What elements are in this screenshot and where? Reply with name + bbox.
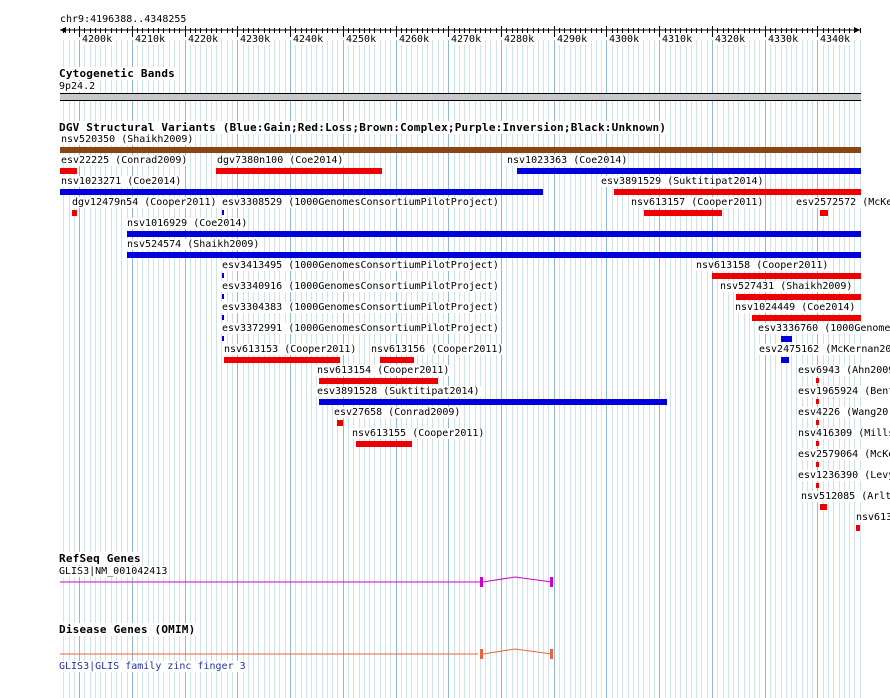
dgv-variant-bar[interactable] <box>222 210 224 215</box>
cytoband-label: 9p24.2 <box>58 81 97 92</box>
dgv-variant-label: esv3340916 (1000GenomesConsortiumPilotPr… <box>221 281 500 292</box>
dgv-variant-label: nsv613158 (Cooper2011) <box>695 260 830 271</box>
dgv-variant-bar[interactable] <box>736 294 861 300</box>
dgv-variant-bar[interactable] <box>712 273 861 279</box>
dgv-variant-label: nsv613156 (Cooper2011) <box>370 344 505 355</box>
dgv-variant-label: esv6943 (Ahn2009 <box>797 365 890 376</box>
omim-gene-glyph[interactable] <box>0 644 890 664</box>
ruler-tick-label: 4210k <box>134 34 167 45</box>
dgv-variant-bar[interactable] <box>614 189 861 195</box>
dgv-variant-label: esv3413495 (1000GenomesConsortiumPilotPr… <box>221 260 500 271</box>
dgv-variant-label: esv3304383 (1000GenomesConsortiumPilotPr… <box>221 302 500 313</box>
dgv-variant-bar[interactable] <box>816 378 819 383</box>
dgv-variant-bar[interactable] <box>820 210 828 216</box>
cytoband-track-title: Cytogenetic Bands <box>58 67 176 80</box>
dgv-variant-label: esv3891529 (Suktitipat2014) <box>600 176 765 187</box>
dgv-variant-bar[interactable] <box>816 420 819 425</box>
dgv-track-title: DGV Structural Variants (Blue:Gain;Red:L… <box>58 121 668 134</box>
ruler-tick-label: 4250k <box>345 34 378 45</box>
dgv-variant-label: nsv1023363 (Coe2014) <box>506 155 629 166</box>
ruler-tick-label: 4280k <box>503 34 536 45</box>
ruler-axis <box>60 26 861 37</box>
dgv-variant-bar[interactable] <box>319 399 667 405</box>
dgv-variant-bar[interactable] <box>127 231 861 237</box>
dgv-variant-label: esv2475162 (McKernan20 <box>758 344 890 355</box>
dgv-variant-bar[interactable] <box>60 147 861 153</box>
dgv-variant-bar[interactable] <box>222 315 224 320</box>
omim-gene-label: GLIS3|GLIS family zinc finger 3 <box>58 661 247 672</box>
dgv-variant-label: esv2579064 (McKe <box>797 449 890 460</box>
ruler-tick-label: 4220k <box>187 34 220 45</box>
dgv-variant-label: esv22225 (Conrad2009) <box>60 155 189 166</box>
dgv-variant-bar[interactable] <box>222 336 224 341</box>
dgv-variant-label: nsv512085 (Arlt <box>800 491 890 502</box>
dgv-variant-bar[interactable] <box>856 525 860 531</box>
dgv-variant-bar[interactable] <box>216 168 382 174</box>
dgv-variant-label: esv3336760 (1000Genome <box>757 323 890 334</box>
dgv-variant-label: dgv12479n54 (Cooper2011) <box>71 197 218 208</box>
dgv-variant-label: esv1965924 (Bent <box>797 386 890 397</box>
ruler-tick-label: 4330k <box>767 34 800 45</box>
ruler-tick-label: 4310k <box>661 34 694 45</box>
dgv-variant-label: nsv1023271 (Coe2014) <box>60 176 183 187</box>
dgv-variant-label: nsv613154 (Cooper2011) <box>316 365 451 376</box>
ruler-tick-label: 4200k <box>81 34 114 45</box>
dgv-variant-label: nsv1016929 (Coe2014) <box>126 218 249 229</box>
refseq-gene-label: GLIS3|NM_001042413 <box>58 566 169 577</box>
ruler-tick-label: 4240k <box>292 34 325 45</box>
dgv-variant-label: esv2572572 (McKe <box>795 197 890 208</box>
dgv-variant-label: nsv524574 (Shaikh2009) <box>126 239 261 250</box>
dgv-variant-bar[interactable] <box>60 189 543 195</box>
dgv-variant-label: nsv527431 (Shaikh2009) <box>719 281 854 292</box>
dgv-variant-bar[interactable] <box>644 210 722 216</box>
dgv-variant-label: nsv613153 (Cooper2011) <box>223 344 358 355</box>
dgv-variant-label: esv3308529 (1000GenomesConsortiumPilotPr… <box>221 197 500 208</box>
dgv-variant-bar[interactable] <box>222 294 224 299</box>
dgv-variant-bar[interactable] <box>816 462 819 467</box>
dgv-variant-bar[interactable] <box>816 483 819 488</box>
dgv-variant-bar[interactable] <box>517 168 861 174</box>
dgv-variant-label: esv1236390 (Levy <box>797 470 890 481</box>
dgv-variant-bar[interactable] <box>319 378 438 384</box>
dgv-variant-bar[interactable] <box>380 357 414 363</box>
dgv-variant-bar[interactable] <box>222 273 224 278</box>
dgv-variant-label: nsv613 <box>855 512 890 523</box>
position-label: chr9:4196388..4348255 <box>59 14 188 25</box>
dgv-variant-label: esv3372991 (1000GenomesConsortiumPilotPr… <box>221 323 500 334</box>
ruler-tick-label: 4320k <box>714 34 747 45</box>
dgv-variant-bar[interactable] <box>356 441 412 447</box>
dgv-variant-bar[interactable] <box>72 210 77 216</box>
dgv-variant-label: nsv1024449 (Coe2014) <box>734 302 857 313</box>
ruler-tick-label: 4290k <box>556 34 589 45</box>
dgv-variant-bar[interactable] <box>816 441 819 446</box>
dgv-variant-bar[interactable] <box>337 420 343 426</box>
dgv-variant-bar[interactable] <box>752 315 861 321</box>
dgv-variant-label: esv4226 (Wang20 <box>797 407 890 418</box>
refseq-gene-glyph[interactable] <box>0 570 890 590</box>
dgv-variant-label: dgv7380n100 (Coe2014) <box>216 155 345 166</box>
dgv-variant-label: nsv613155 (Cooper2011) <box>351 428 486 439</box>
dgv-variant-label: nsv520350 (Shaikh2009) <box>60 134 195 145</box>
ruler-tick-label: 4260k <box>398 34 431 45</box>
dgv-variant-label: esv3891528 (Suktitipat2014) <box>316 386 481 397</box>
dgv-variant-label: esv27658 (Conrad2009) <box>333 407 462 418</box>
dgv-variant-bar[interactable] <box>60 168 77 174</box>
ruler-tick-label: 4270k <box>450 34 483 45</box>
dgv-variant-label: nsv416309 (Mills <box>797 428 890 439</box>
omim-track-title: Disease Genes (OMIM) <box>58 623 197 636</box>
cytoband-bar[interactable] <box>60 93 861 101</box>
ruler-tick-label: 4300k <box>608 34 641 45</box>
dgv-variant-label: nsv613157 (Cooper2011) <box>630 197 765 208</box>
dgv-variant-bar[interactable] <box>781 336 792 342</box>
dgv-variant-bar[interactable] <box>127 252 861 258</box>
dgv-variant-bar[interactable] <box>820 504 827 510</box>
dgv-variant-bar[interactable] <box>816 399 819 404</box>
ruler-tick-label: 4340k <box>819 34 852 45</box>
refseq-track-title: RefSeq Genes <box>58 552 142 565</box>
dgv-variant-bar[interactable] <box>224 357 340 363</box>
ruler-tick-label: 4230k <box>239 34 272 45</box>
dgv-variant-bar[interactable] <box>781 357 789 363</box>
